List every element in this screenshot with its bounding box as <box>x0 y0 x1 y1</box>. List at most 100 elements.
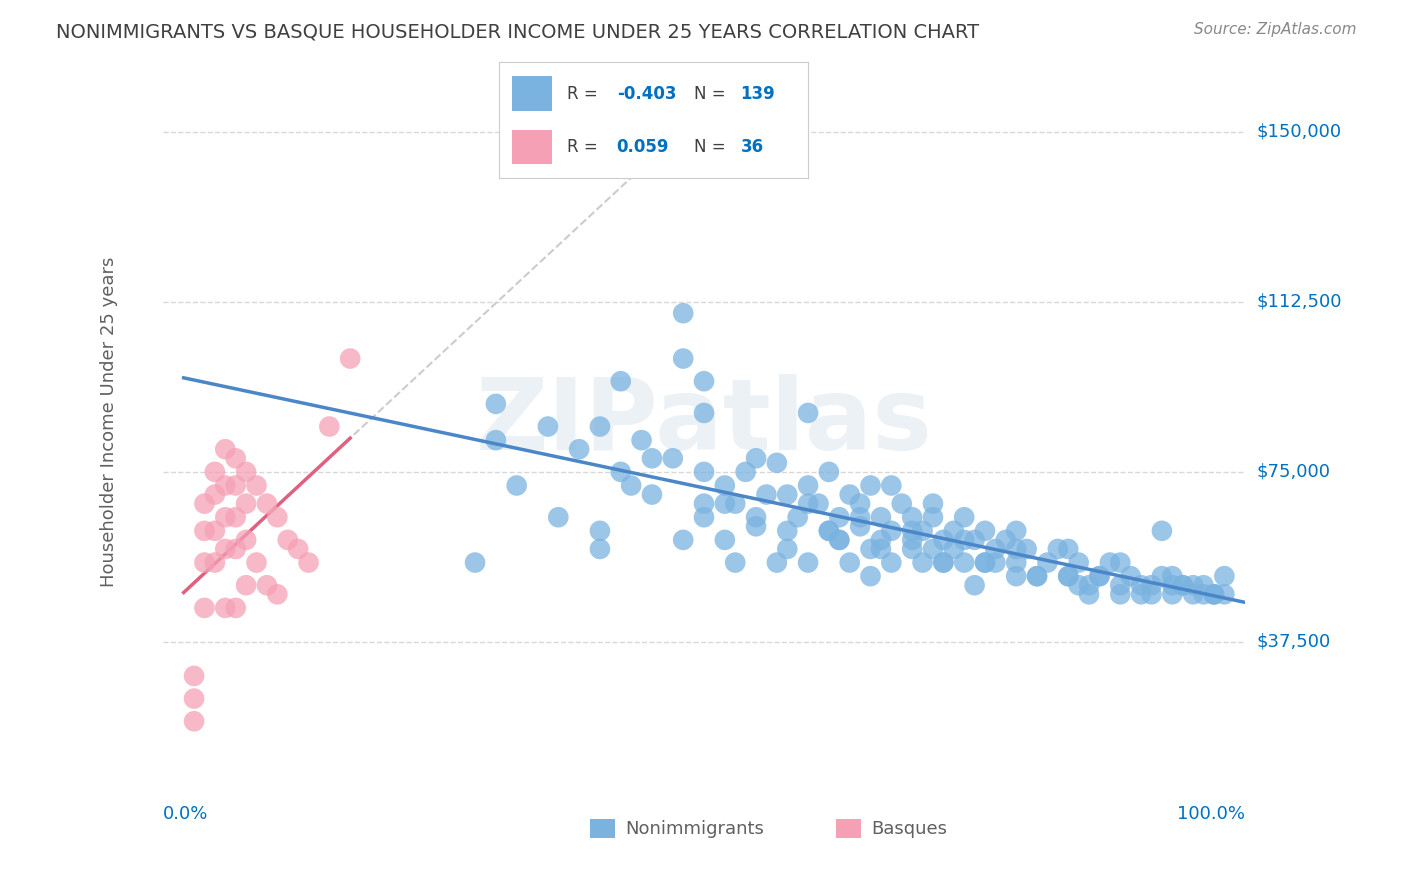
Point <box>1005 541 1028 556</box>
Text: 0.0%: 0.0% <box>163 805 208 823</box>
Point <box>641 487 664 501</box>
Point <box>974 556 997 570</box>
Point <box>1026 569 1049 583</box>
Point <box>693 510 716 524</box>
Point <box>193 497 215 511</box>
Point <box>235 465 257 479</box>
Point <box>922 541 945 556</box>
Point <box>1005 524 1028 538</box>
Point <box>932 556 955 570</box>
Point <box>318 419 340 434</box>
Point <box>193 601 215 615</box>
Point <box>589 419 612 434</box>
Text: $112,500: $112,500 <box>1257 293 1341 311</box>
Point <box>1202 587 1225 601</box>
Point <box>256 497 278 511</box>
Point <box>1078 578 1101 592</box>
Point <box>1098 556 1121 570</box>
Point <box>630 433 652 447</box>
Point <box>204 487 226 501</box>
Point <box>963 533 986 547</box>
Point <box>1026 569 1049 583</box>
Point <box>235 497 257 511</box>
Point <box>911 524 934 538</box>
Point <box>662 451 685 466</box>
Point <box>922 497 945 511</box>
Text: 0.059: 0.059 <box>617 138 669 156</box>
Point <box>953 510 976 524</box>
Point <box>266 587 288 601</box>
Point <box>1213 569 1236 583</box>
Point <box>214 510 236 524</box>
Point <box>672 351 695 366</box>
Point <box>1005 556 1028 570</box>
Point <box>818 465 841 479</box>
Point <box>485 397 508 411</box>
Point <box>849 510 872 524</box>
Point <box>1213 587 1236 601</box>
Point <box>714 478 737 492</box>
Point <box>932 556 955 570</box>
Point <box>849 519 872 533</box>
Point <box>797 478 820 492</box>
Bar <box>512 77 551 112</box>
Point <box>1057 541 1080 556</box>
Point <box>776 487 799 501</box>
Point <box>984 556 1007 570</box>
Point <box>204 524 226 538</box>
Point <box>724 497 747 511</box>
Point <box>547 510 569 524</box>
Point <box>953 533 976 547</box>
Point <box>880 556 903 570</box>
Point <box>870 533 893 547</box>
Point <box>204 465 226 479</box>
Point <box>1171 578 1194 592</box>
Point <box>225 510 247 524</box>
Point <box>537 419 560 434</box>
Point <box>589 524 612 538</box>
Point <box>235 533 257 547</box>
Text: R =: R = <box>567 85 603 103</box>
Text: $150,000: $150,000 <box>1257 123 1341 141</box>
Point <box>880 524 903 538</box>
Point <box>1140 587 1163 601</box>
Point <box>1015 541 1038 556</box>
Point <box>693 465 716 479</box>
Point <box>745 510 768 524</box>
Point <box>974 556 997 570</box>
Point <box>828 510 851 524</box>
Point <box>755 487 778 501</box>
Text: ZIPatlas: ZIPatlas <box>475 374 932 470</box>
Point <box>911 556 934 570</box>
Point <box>204 556 226 570</box>
Point <box>1150 569 1173 583</box>
Point <box>235 578 257 592</box>
Text: $75,000: $75,000 <box>1257 463 1330 481</box>
Point <box>974 524 997 538</box>
Point <box>1161 587 1184 601</box>
Point <box>838 487 860 501</box>
Point <box>610 374 633 388</box>
Point <box>932 533 955 547</box>
Point <box>942 541 965 556</box>
Point <box>1192 578 1215 592</box>
Point <box>1005 569 1028 583</box>
Point <box>589 541 612 556</box>
Point <box>776 524 799 538</box>
Text: 139: 139 <box>741 85 775 103</box>
Point <box>1109 578 1132 592</box>
Point <box>183 691 205 706</box>
Point <box>818 524 841 538</box>
Point <box>1161 578 1184 592</box>
Point <box>901 510 924 524</box>
Point <box>1150 524 1173 538</box>
Point <box>797 556 820 570</box>
Point <box>859 541 882 556</box>
Point <box>890 497 912 511</box>
Bar <box>512 129 551 164</box>
Point <box>214 601 236 615</box>
Point <box>818 524 841 538</box>
Point <box>485 433 508 447</box>
Point <box>776 541 799 556</box>
Point <box>870 541 893 556</box>
